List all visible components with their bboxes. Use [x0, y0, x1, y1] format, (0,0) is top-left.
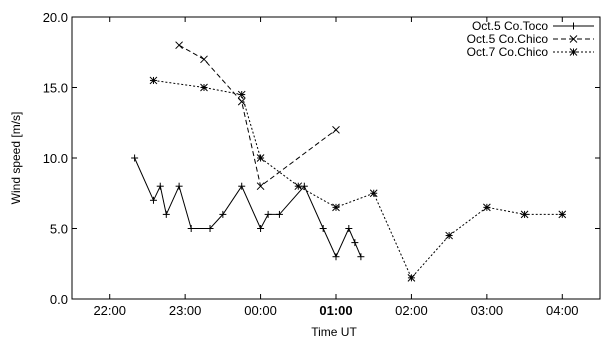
series-line	[153, 79, 563, 279]
legend-marker	[570, 22, 577, 30]
x-tick-label: 22:00	[93, 303, 126, 318]
data-point	[275, 210, 283, 218]
x-tick-label: 02:00	[395, 303, 428, 318]
series-line	[178, 44, 337, 188]
data-point	[238, 182, 246, 190]
legend-label: Oct.5 Co.Toco	[472, 19, 548, 33]
data-point	[407, 273, 416, 282]
data-point	[520, 210, 529, 219]
y-tick-label: 20.0	[43, 10, 68, 25]
data-point	[149, 76, 158, 85]
data-point	[256, 154, 265, 162]
legend-label: Oct.5 Co.Chico	[467, 32, 549, 46]
x-axis-title: Time UT	[311, 325, 357, 339]
legend-marker	[569, 48, 578, 56]
data-point	[445, 231, 453, 240]
y-axis-title: Wind speed [m/s]	[9, 112, 23, 205]
data-point	[300, 182, 308, 190]
data-point	[332, 203, 340, 212]
data-point	[206, 225, 214, 232]
plot-area: 22:00 23:00 00:00 01:00 02:00 03:00 04:00 0.0 5.…	[43, 10, 601, 318]
data-point	[319, 225, 327, 232]
x-tick-label: 04:00	[546, 303, 579, 318]
data-point	[175, 41, 183, 50]
data-point	[351, 239, 359, 247]
data-point	[369, 189, 378, 198]
data-point	[200, 83, 208, 92]
data-point	[483, 203, 491, 212]
data-point	[149, 196, 157, 204]
series-1	[131, 154, 365, 261]
x-tick-label: 01:00	[319, 303, 352, 318]
y-tick-label: 5.0	[50, 222, 68, 237]
data-point	[219, 210, 227, 218]
data-point	[257, 225, 265, 232]
data-point	[162, 210, 170, 218]
data-point	[357, 253, 365, 261]
series-layer	[131, 41, 567, 282]
series-line	[134, 157, 362, 258]
data-point	[294, 182, 303, 191]
data-point	[237, 97, 246, 106]
data-point	[332, 253, 340, 261]
data-point	[187, 225, 195, 232]
legend-label: Oct.7 Co.Chico	[467, 45, 549, 59]
y-tick-label: 15.0	[43, 81, 68, 96]
y-tick-label: 10.0	[43, 151, 68, 166]
data-point	[200, 55, 208, 64]
data-point	[558, 210, 567, 219]
data-point	[175, 182, 183, 190]
data-point	[237, 90, 246, 99]
x-tick-label: 00:00	[244, 303, 277, 318]
data-point	[345, 225, 353, 232]
x-tick-label: 03:00	[471, 303, 504, 318]
data-point	[332, 125, 340, 134]
x-tick-label: 23:00	[169, 303, 202, 318]
series-2	[175, 41, 340, 191]
series-3	[149, 76, 567, 282]
legend-marker	[569, 35, 578, 43]
y-tick-label: 0.0	[50, 292, 68, 307]
data-point	[131, 154, 139, 162]
data-point	[156, 182, 164, 190]
data-point	[264, 210, 272, 218]
data-point	[256, 182, 265, 191]
